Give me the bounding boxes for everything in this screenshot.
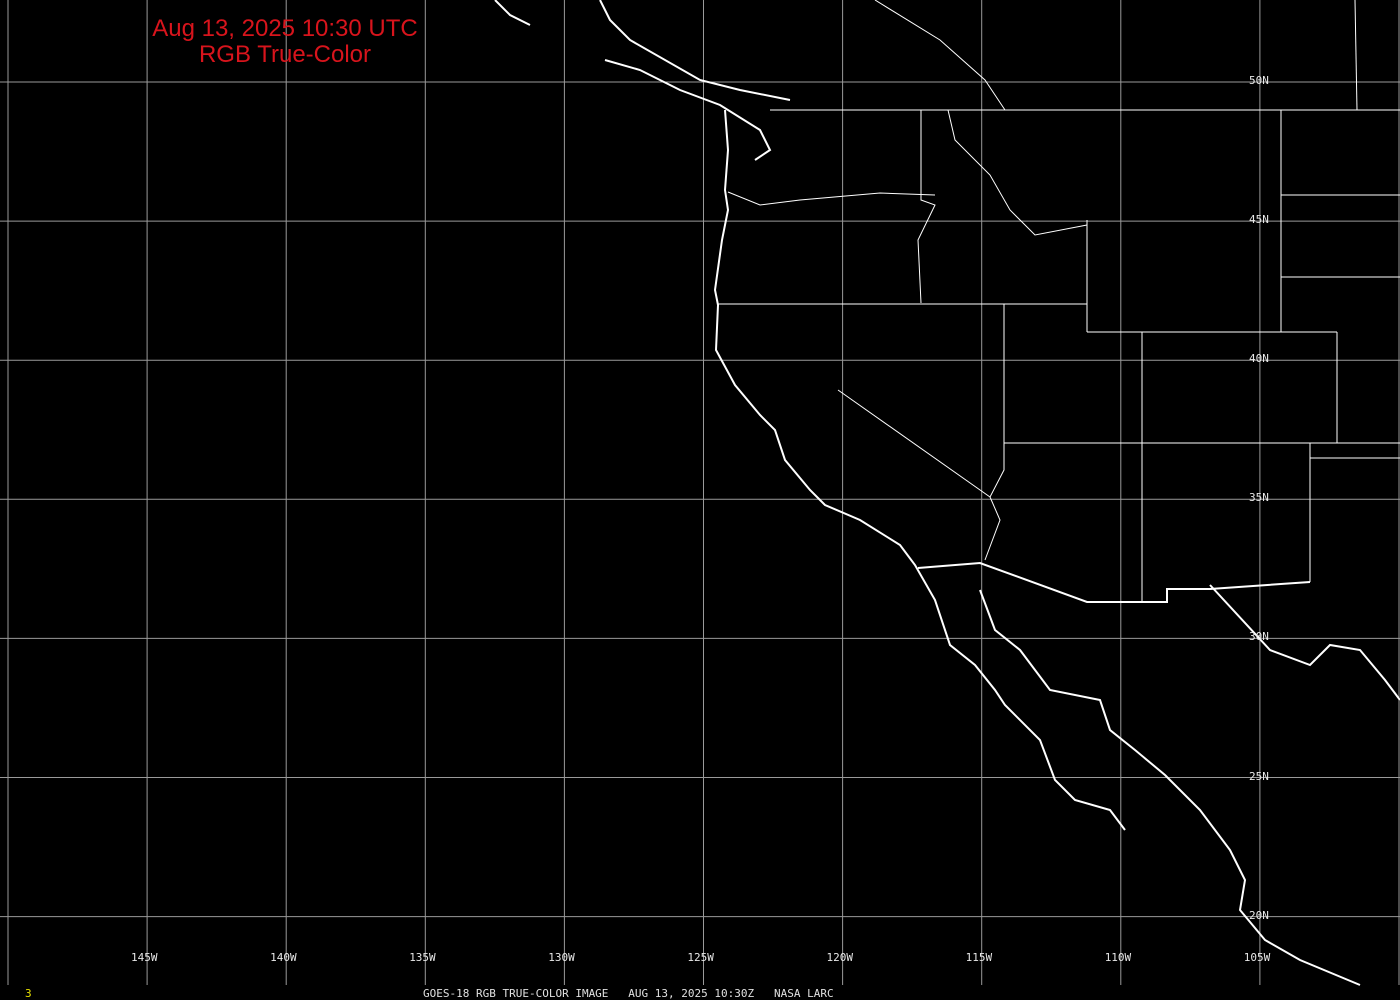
longitude-label: 145W bbox=[131, 951, 158, 964]
coastline bbox=[713, 109, 1126, 831]
longitude-label: 135W bbox=[409, 951, 436, 964]
border-line bbox=[984, 304, 1005, 561]
coastline bbox=[1209, 584, 1400, 701]
longitude-label: 140W bbox=[270, 951, 297, 964]
latitude-label: 45N bbox=[1249, 213, 1269, 227]
state-borders bbox=[718, 0, 1400, 602]
latitude-label: 25N bbox=[1249, 769, 1269, 783]
latitude-label: 50N bbox=[1249, 74, 1269, 87]
title-datetime: Aug 13, 2025 10:30 UTC bbox=[152, 15, 418, 42]
longitude-label: 105W bbox=[1243, 951, 1271, 964]
coastline bbox=[604, 59, 772, 161]
border-line bbox=[727, 191, 936, 206]
frame-number: 3 bbox=[25, 987, 32, 1000]
border-line bbox=[874, 0, 1006, 111]
latitude-label: 35N bbox=[1249, 491, 1269, 505]
coastline bbox=[494, 0, 531, 26]
coastline bbox=[979, 589, 1361, 986]
latitude-label: 40N bbox=[1249, 352, 1269, 366]
latitude-label: 30N bbox=[1249, 630, 1269, 644]
longitude-label: 125W bbox=[687, 951, 714, 964]
longitude-label: 115W bbox=[965, 951, 993, 964]
longitude-label: 120W bbox=[826, 951, 854, 964]
border-line bbox=[837, 389, 991, 498]
latitude-label: 20N bbox=[1249, 908, 1269, 922]
footer-caption: GOES-18 RGB TRUE-COLOR IMAGE AUG 13, 202… bbox=[423, 987, 834, 1000]
border-line bbox=[1354, 0, 1358, 111]
coastline bbox=[599, 0, 791, 101]
border-line bbox=[947, 109, 1088, 236]
coastline bbox=[917, 561, 1311, 603]
coastlines bbox=[494, 0, 1400, 986]
title-product: RGB True-Color bbox=[198, 41, 372, 68]
border-line bbox=[917, 110, 936, 304]
longitude-label: 130W bbox=[548, 951, 575, 964]
longitude-label: 110W bbox=[1104, 951, 1132, 964]
